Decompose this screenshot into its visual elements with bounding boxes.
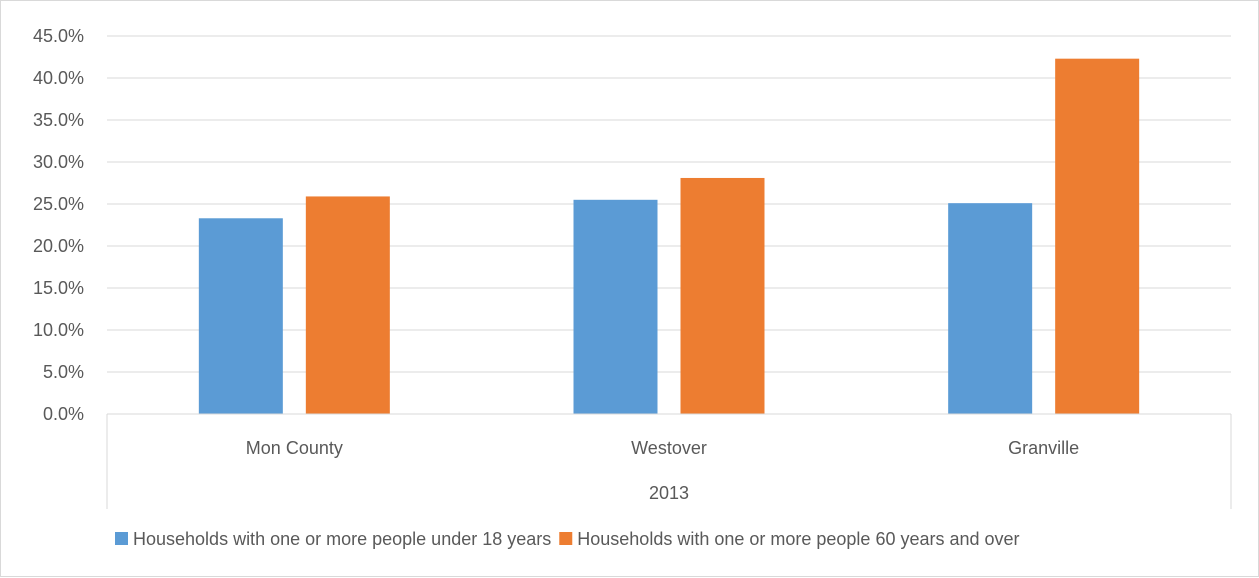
bars — [198, 58, 1140, 415]
y-tick-label: 20.0% — [33, 236, 84, 256]
y-tick-label: 45.0% — [33, 26, 84, 46]
y-tick-label: 40.0% — [33, 68, 84, 88]
x-axis — [106, 413, 1232, 509]
y-tick-label: 5.0% — [43, 362, 84, 382]
legend: Households with one or more people under… — [115, 529, 1020, 549]
bar-60-and-over-westover — [680, 177, 765, 414]
y-tick-label: 35.0% — [33, 110, 84, 130]
y-tick-label: 15.0% — [33, 278, 84, 298]
legend-swatch — [115, 532, 128, 545]
bar-60-and-over-mon-county — [305, 196, 390, 414]
legend-label: Households with one or more people under… — [133, 529, 551, 549]
category-label: Westover — [631, 438, 707, 458]
category-labels: Mon County Westover Granville 2013 — [246, 438, 1079, 503]
y-tick-label: 10.0% — [33, 320, 84, 340]
bar-under-18-westover — [573, 199, 658, 414]
bar-under-18-granville — [948, 203, 1033, 414]
group-label: 2013 — [649, 483, 689, 503]
y-axis-tick-labels: 0.0% 5.0% 10.0% 15.0% 20.0% 25.0% 30.0% 35.0% 40… — [33, 26, 84, 424]
y-tick-label: 30.0% — [33, 152, 84, 172]
bar-under-18-mon-county — [198, 218, 283, 414]
y-tick-label: 0.0% — [43, 404, 84, 424]
legend-label: Households with one or more people 60 ye… — [577, 529, 1019, 549]
legend-swatch — [559, 532, 573, 545]
category-label: Mon County — [246, 438, 343, 458]
bar-60-and-over-granville — [1055, 58, 1140, 415]
y-tick-label: 25.0% — [33, 194, 84, 214]
gridlines — [107, 35, 1231, 373]
category-label: Granville — [1008, 438, 1079, 458]
